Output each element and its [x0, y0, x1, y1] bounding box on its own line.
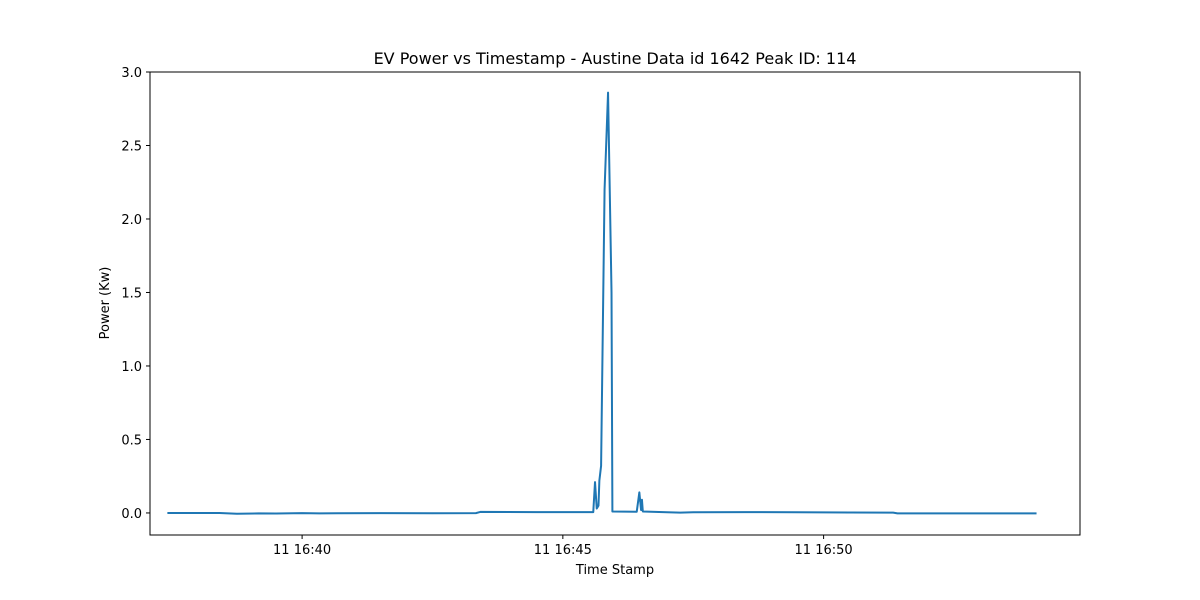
y-tick-label: 1.5	[121, 286, 142, 301]
y-tick-label: 3.0	[121, 66, 142, 81]
x-tick-label: 11 16:50	[795, 543, 853, 558]
y-tick-label: 2.5	[121, 139, 142, 154]
chart-title: EV Power vs Timestamp - Austine Data id …	[374, 49, 857, 68]
x-tick-label: 11 16:40	[273, 543, 331, 558]
power-series-line	[167, 91, 1037, 515]
x-axis: 11 16:40 11 16:45 11 16:50	[273, 535, 853, 558]
x-tick-label: 11 16:45	[534, 543, 592, 558]
y-tick-label: 0.5	[121, 433, 142, 448]
axes-frame	[149, 71, 1081, 536]
y-tick-label: 1.0	[121, 360, 142, 375]
x-axis-label: Time Stamp	[575, 563, 654, 578]
plot-area	[167, 91, 1037, 515]
y-axis-label: Power (Kw)	[98, 267, 113, 340]
y-tick-label: 0.0	[121, 507, 142, 522]
y-tick-label: 2.0	[121, 213, 142, 228]
y-axis: 0.0 0.5 1.0 1.5 2.0 2.5 3.0	[121, 66, 150, 522]
